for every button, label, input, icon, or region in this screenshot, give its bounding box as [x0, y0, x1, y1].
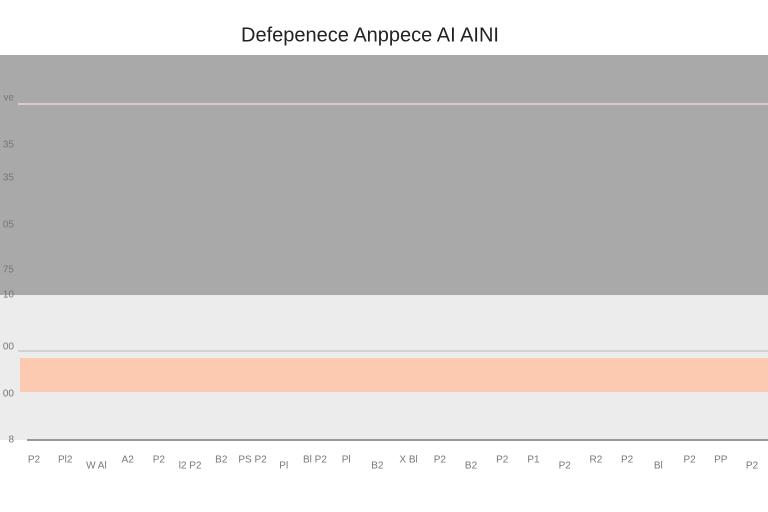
x-tick-label: P1: [527, 455, 540, 466]
x-tick-label: W Al: [86, 461, 107, 472]
x-tick-label: R2: [590, 455, 603, 466]
x-tick-label: l2 P2: [179, 461, 202, 472]
x-tick-label: P2: [496, 455, 509, 466]
y-tick-label: 8: [8, 435, 14, 446]
x-tick-label: P2: [153, 455, 166, 466]
upper-band: [0, 55, 768, 295]
y-tick-label: 00: [3, 342, 15, 353]
x-tick-label: Pl: [279, 461, 288, 472]
x-tick-label: X Bl: [399, 455, 417, 466]
x-tick-label: P2: [621, 455, 634, 466]
y-tick-label: 00: [3, 389, 15, 400]
x-tick-label: P2: [559, 461, 572, 472]
y-tick-label: 35: [3, 173, 15, 184]
chart-title: Defepenece Anppece AI AINI: [241, 24, 499, 46]
x-tick-label: P2: [746, 461, 759, 472]
y-tick-label: 35: [3, 140, 15, 151]
x-tick-label: P2: [28, 455, 41, 466]
x-tick-label: Pl2: [58, 455, 73, 466]
x-tick-label: PS P2: [238, 455, 267, 466]
x-tick-label: Bl P2: [303, 455, 327, 466]
x-tick-label: B2: [371, 461, 384, 472]
x-tick-label: Bl: [654, 461, 663, 472]
x-tick-label: B2: [465, 461, 478, 472]
x-tick-label: PP: [714, 455, 728, 466]
x-tick-label: A2: [122, 455, 135, 466]
x-tick-label: P2: [683, 455, 696, 466]
y-tick-label: 05: [3, 220, 15, 231]
x-tick-label: Pl: [342, 455, 351, 466]
x-tick-label: B2: [215, 455, 228, 466]
y-tick-label: 75: [3, 265, 15, 276]
y-tick-label: ve: [3, 93, 14, 104]
y-tick-label: 10: [3, 290, 15, 301]
highlight-band: [20, 358, 768, 392]
x-tick-label: P2: [434, 455, 447, 466]
